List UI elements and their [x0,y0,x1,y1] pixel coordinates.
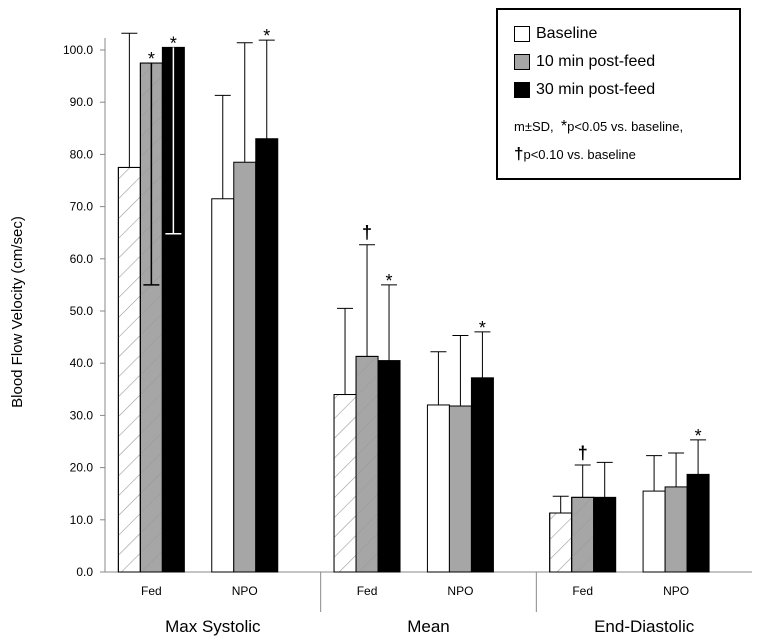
bar [377,360,401,573]
y-tick-label: 100.0 [63,43,93,57]
y-tick-label: 40.0 [70,356,94,370]
bar [255,138,279,573]
significance-mark: * [263,26,270,46]
y-tick-label: 10.0 [70,513,94,527]
legend-note-p10: p<0.10 vs. baseline [523,147,636,162]
section-label: End-Diastolic [594,617,695,636]
group-label: Fed [572,584,593,598]
legend-item-baseline: Baseline [514,24,597,44]
y-tick-label: 90.0 [70,95,94,109]
y-tick-label: 0.0 [76,565,93,579]
bar [211,198,235,573]
group-label: Fed [357,584,378,598]
bar-hatch [355,355,379,573]
significance-mark: † [362,223,372,243]
legend-swatch-30min [514,82,530,98]
legend-note-line1: m±SD, *p<0.05 vs. baseline, [514,118,683,136]
legend-note-line2: †p<0.10 vs. baseline [514,144,636,164]
legend-swatch-10min [514,54,530,70]
significance-mark: * [170,33,177,53]
legend-label-10min: 10 min post-feed [536,53,656,70]
legend-note-dagger: † [514,144,524,163]
legend-label-baseline: Baseline [536,25,598,42]
y-tick-label: 70.0 [70,200,94,214]
bar [233,161,257,573]
group-label: NPO [663,584,689,598]
y-tick-label: 50.0 [70,304,94,318]
legend-item-30min: 30 min post-feed [514,80,655,100]
legend-item-10min: 10 min post-feed [514,52,655,72]
significance-mark: * [386,271,393,291]
bar [470,377,494,573]
bar-hatch [549,512,573,573]
legend-note-prefix: m±SD, [514,119,554,134]
significance-mark: † [578,443,588,463]
significance-mark: * [695,426,702,446]
y-tick-label: 60.0 [70,252,94,266]
bar [664,486,688,573]
y-axis-label: Blood Flow Velocity (cm/sec) [9,216,26,408]
bar [426,404,450,573]
section-label: Mean [407,617,450,636]
bar-hatch [333,394,357,573]
y-tick-label: 20.0 [70,461,94,475]
legend-label-30min: 30 min post-feed [536,81,656,98]
bar-hatch [117,166,141,573]
bar [593,496,617,573]
bar [642,490,666,573]
y-tick-label: 30.0 [70,408,94,422]
group-label: NPO [447,584,473,598]
section-label: Max Systolic [165,617,261,636]
significance-mark: * [479,318,486,338]
bar [686,473,710,573]
legend-note-p05: p<0.05 vs. baseline, [567,119,684,134]
significance-mark: * [148,49,155,69]
legend: Baseline 10 min post-feed 30 min post-fe… [496,8,741,180]
bar-hatch [571,496,595,573]
bar [448,405,472,573]
legend-swatch-baseline [514,26,530,42]
group-label: Fed [141,584,162,598]
group-label: NPO [232,584,258,598]
legend-note-star: * [560,118,568,135]
y-tick-label: 80.0 [70,147,94,161]
